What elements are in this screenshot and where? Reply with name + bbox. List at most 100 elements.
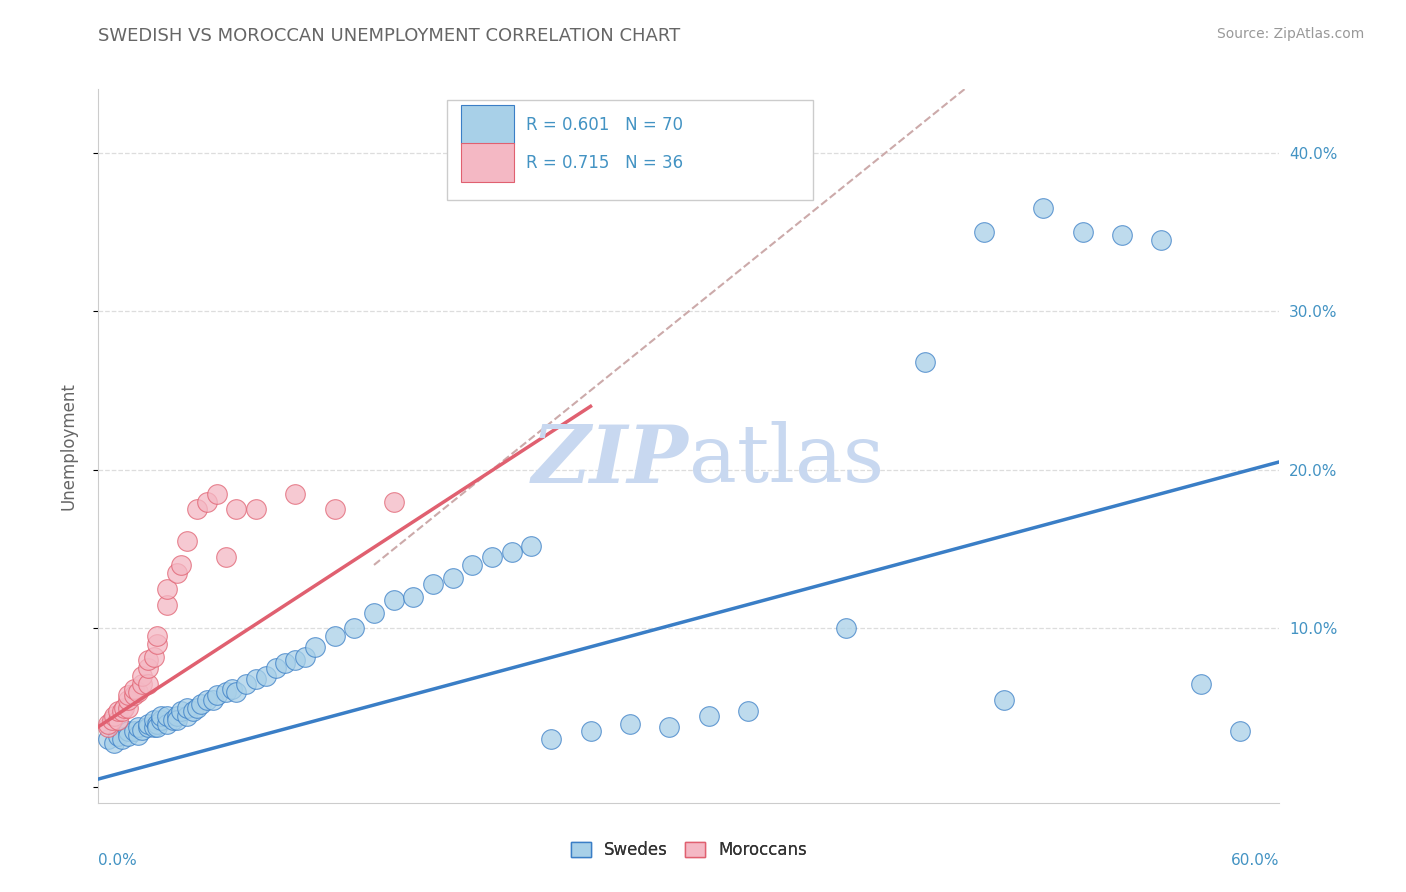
Point bbox=[195, 692, 218, 706]
Point bbox=[131, 723, 153, 737]
Point bbox=[1111, 228, 1133, 243]
Point bbox=[579, 724, 602, 739]
Point bbox=[274, 657, 297, 671]
Point bbox=[136, 661, 159, 675]
Point bbox=[221, 681, 243, 696]
Point bbox=[284, 653, 307, 667]
Point bbox=[170, 704, 193, 718]
Text: atlas: atlas bbox=[689, 421, 884, 500]
Point bbox=[156, 582, 179, 596]
Point bbox=[235, 677, 257, 691]
Point bbox=[146, 716, 169, 731]
Point bbox=[162, 714, 184, 728]
Point bbox=[131, 677, 153, 691]
Point bbox=[973, 225, 995, 239]
Point bbox=[112, 700, 135, 714]
Point bbox=[1032, 201, 1054, 215]
Point bbox=[363, 606, 385, 620]
Point bbox=[520, 539, 543, 553]
Point bbox=[993, 692, 1015, 706]
Text: Source: ZipAtlas.com: Source: ZipAtlas.com bbox=[1216, 27, 1364, 41]
Point bbox=[225, 502, 247, 516]
Point bbox=[136, 716, 159, 731]
Point bbox=[122, 681, 145, 696]
Point bbox=[186, 502, 208, 516]
Point bbox=[294, 649, 316, 664]
Point bbox=[97, 716, 120, 731]
Point bbox=[186, 700, 208, 714]
Point bbox=[1071, 225, 1094, 239]
Point bbox=[142, 720, 165, 734]
Point bbox=[156, 716, 179, 731]
Point bbox=[176, 700, 198, 714]
Point bbox=[190, 698, 212, 712]
Point bbox=[176, 534, 198, 549]
Point bbox=[914, 355, 936, 369]
Point bbox=[101, 714, 124, 728]
Point bbox=[382, 494, 405, 508]
Point bbox=[156, 598, 179, 612]
Point bbox=[422, 577, 444, 591]
Point bbox=[111, 732, 134, 747]
Point bbox=[166, 714, 188, 728]
Point bbox=[146, 637, 169, 651]
Point bbox=[107, 729, 129, 743]
Point bbox=[166, 566, 188, 580]
Point bbox=[215, 685, 238, 699]
Point bbox=[117, 688, 139, 702]
Point bbox=[205, 688, 228, 702]
Point bbox=[127, 728, 149, 742]
Point bbox=[170, 558, 193, 572]
Point bbox=[156, 708, 179, 723]
Point bbox=[117, 700, 139, 714]
Point bbox=[122, 688, 145, 702]
Point bbox=[382, 592, 405, 607]
Point bbox=[176, 708, 198, 723]
Point bbox=[127, 720, 149, 734]
Point bbox=[304, 640, 326, 655]
Point bbox=[117, 692, 139, 706]
Point bbox=[264, 661, 287, 675]
Point bbox=[835, 621, 858, 635]
Point bbox=[122, 724, 145, 739]
Y-axis label: Unemployment: Unemployment bbox=[59, 382, 77, 510]
Point bbox=[323, 502, 346, 516]
Point bbox=[225, 685, 247, 699]
Point bbox=[127, 685, 149, 699]
Point bbox=[441, 571, 464, 585]
Point bbox=[245, 502, 267, 516]
Point bbox=[111, 704, 134, 718]
Point bbox=[146, 629, 169, 643]
Point bbox=[97, 732, 120, 747]
Text: SWEDISH VS MOROCCAN UNEMPLOYMENT CORRELATION CHART: SWEDISH VS MOROCCAN UNEMPLOYMENT CORRELA… bbox=[98, 27, 681, 45]
Point bbox=[402, 590, 425, 604]
Point bbox=[131, 669, 153, 683]
Point bbox=[619, 716, 641, 731]
Point bbox=[254, 669, 277, 683]
Point bbox=[323, 629, 346, 643]
Point bbox=[1229, 724, 1251, 739]
Text: 0.0%: 0.0% bbox=[98, 853, 138, 868]
Text: R = 0.715   N = 36: R = 0.715 N = 36 bbox=[526, 153, 683, 171]
Point bbox=[136, 720, 159, 734]
FancyBboxPatch shape bbox=[461, 105, 515, 145]
Point bbox=[737, 704, 759, 718]
Point bbox=[107, 704, 129, 718]
Point bbox=[284, 486, 307, 500]
Point bbox=[1189, 677, 1212, 691]
Point bbox=[481, 549, 503, 564]
Point bbox=[150, 714, 173, 728]
Point bbox=[195, 494, 218, 508]
Point bbox=[103, 735, 125, 749]
Point bbox=[107, 714, 129, 728]
Point bbox=[142, 649, 165, 664]
Point bbox=[181, 704, 204, 718]
Point bbox=[136, 653, 159, 667]
Point bbox=[136, 677, 159, 691]
Point bbox=[501, 545, 523, 559]
Point bbox=[117, 729, 139, 743]
Point bbox=[1150, 233, 1173, 247]
Point bbox=[166, 708, 188, 723]
Text: R = 0.601   N = 70: R = 0.601 N = 70 bbox=[526, 116, 683, 134]
Point bbox=[142, 714, 165, 728]
